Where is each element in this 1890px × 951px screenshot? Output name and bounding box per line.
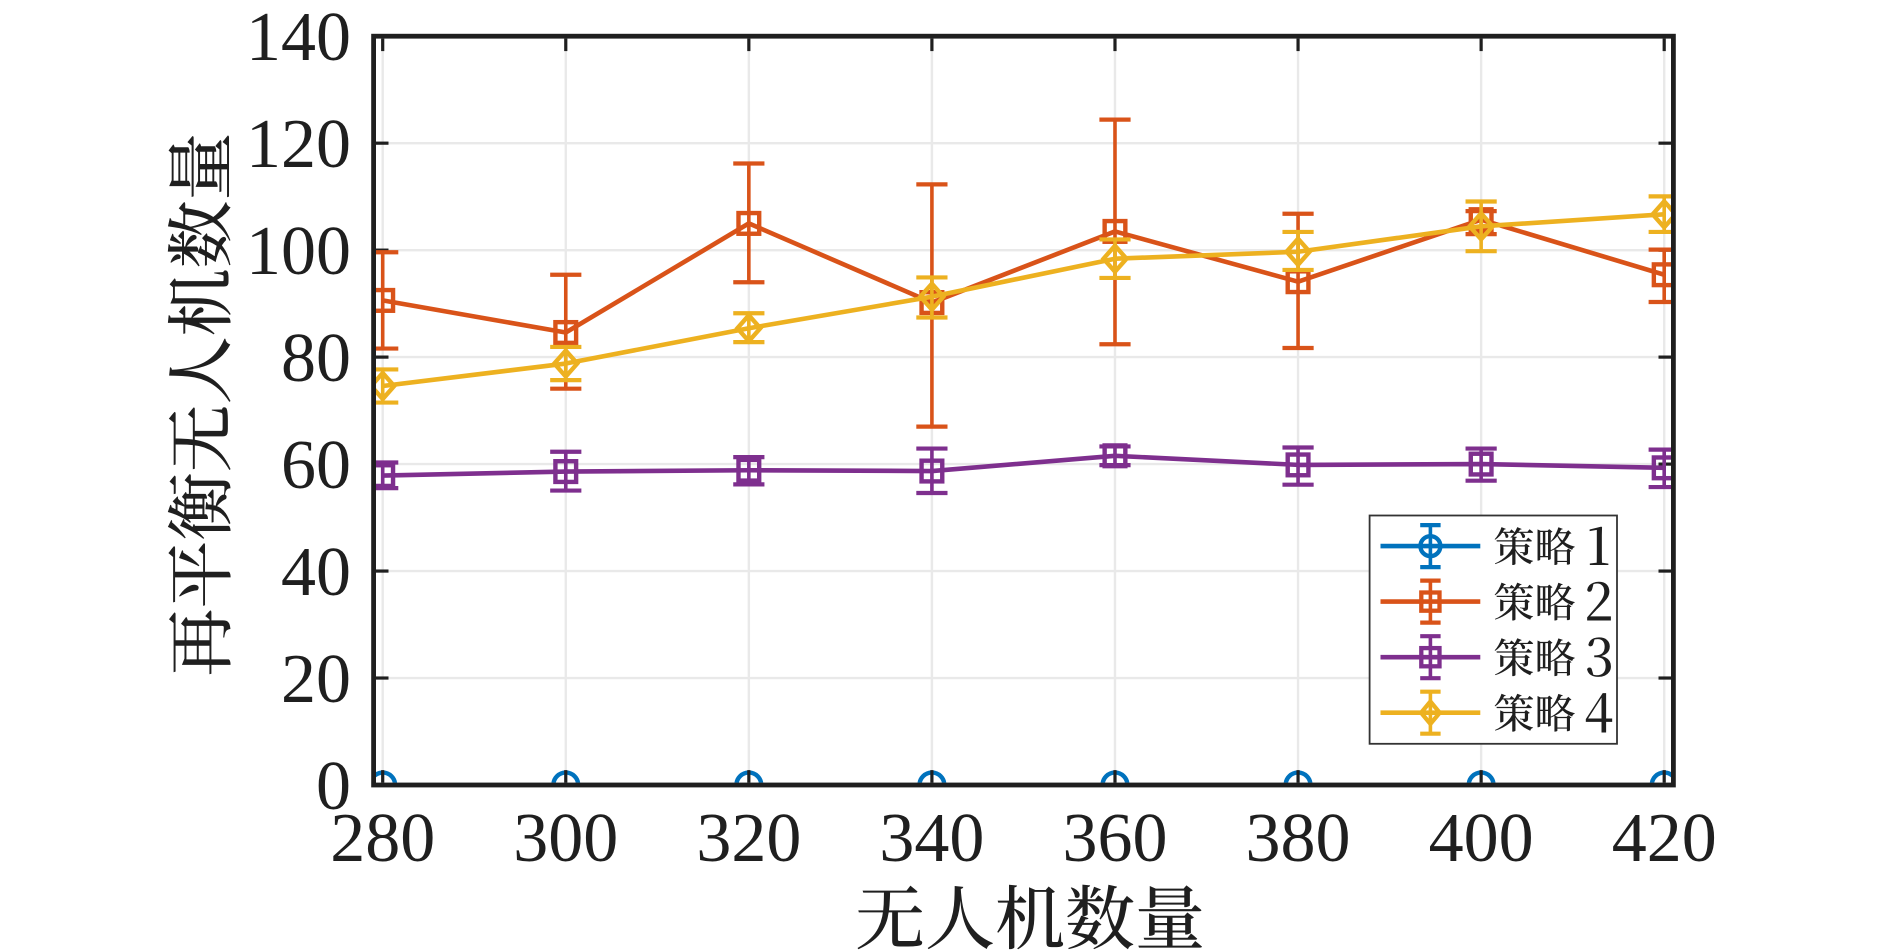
svg-text:380: 380 <box>1246 800 1351 877</box>
svg-text:0: 0 <box>316 748 351 825</box>
svg-text:140: 140 <box>246 0 351 76</box>
svg-text:340: 340 <box>879 800 984 877</box>
svg-text:20: 20 <box>281 641 351 718</box>
svg-text:40: 40 <box>281 534 351 611</box>
svg-text:100: 100 <box>246 213 351 290</box>
svg-text:420: 420 <box>1612 800 1717 877</box>
svg-text:60: 60 <box>281 427 351 504</box>
svg-text:300: 300 <box>513 800 618 877</box>
svg-text:280: 280 <box>330 800 435 877</box>
svg-text:80: 80 <box>281 320 351 397</box>
svg-text:360: 360 <box>1062 800 1167 877</box>
svg-text:120: 120 <box>246 106 351 183</box>
svg-text:320: 320 <box>696 800 801 877</box>
svg-text:400: 400 <box>1429 800 1534 877</box>
